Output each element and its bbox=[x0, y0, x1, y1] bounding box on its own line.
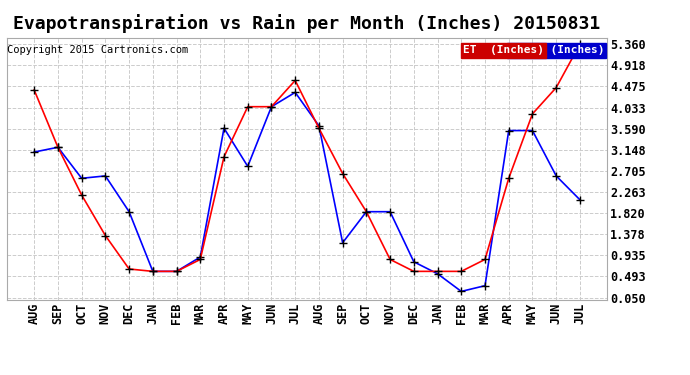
Text: Copyright 2015 Cartronics.com: Copyright 2015 Cartronics.com bbox=[7, 45, 188, 55]
Text: Rain  (Inches): Rain (Inches) bbox=[510, 45, 604, 56]
Text: ET  (Inches): ET (Inches) bbox=[463, 45, 544, 56]
Title: Evapotranspiration vs Rain per Month (Inches) 20150831: Evapotranspiration vs Rain per Month (In… bbox=[13, 14, 601, 33]
